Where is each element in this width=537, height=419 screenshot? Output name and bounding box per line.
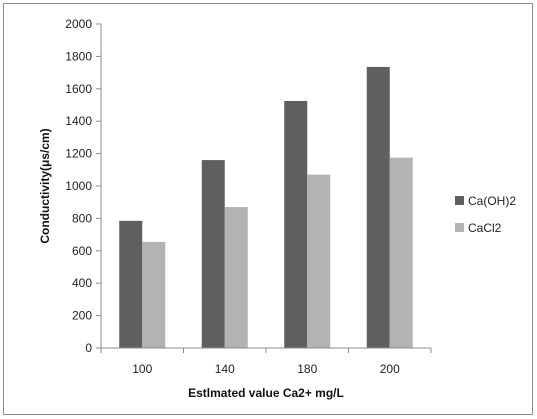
- bars: [119, 66, 413, 349]
- y-axis-title: Conductivity(μs/cm): [38, 128, 52, 243]
- y-tick-label: 1400: [65, 114, 92, 128]
- x-axis-title: Estlmated value Ca2+ mg/L: [188, 386, 344, 400]
- y-tick-label: 0: [85, 341, 92, 355]
- x-tick-label: 140: [215, 362, 235, 376]
- y-tick-label: 200: [72, 309, 92, 323]
- x-tick-label: 200: [380, 362, 400, 376]
- y-tick-label: 1800: [65, 49, 92, 63]
- x-tick-label: 180: [297, 362, 317, 376]
- legend-label: Ca(OH)2: [468, 194, 516, 208]
- chart-frame: [3, 3, 533, 415]
- y-tick-label: 2000: [65, 17, 92, 31]
- y-axis-ticks: 0 200 400 600 800 1000 1200 1400 1600 1800 2000: [65, 17, 101, 355]
- bar-cacl2-140: [224, 207, 248, 348]
- bar-cacl2-180: [307, 174, 331, 348]
- y-tick-label: 1200: [65, 147, 92, 161]
- bar-cacl2-200: [389, 157, 413, 348]
- bar-cacl2-100: [142, 241, 166, 348]
- y-tick-label: 800: [72, 211, 92, 225]
- bar-ca-oh-2-200: [366, 66, 390, 349]
- legend: Ca(OH)2 CaCl2: [455, 194, 516, 235]
- bar-ca-oh-2-180: [284, 100, 308, 348]
- y-tick-label: 400: [72, 276, 92, 290]
- bar-ca-oh-2-100: [119, 220, 143, 348]
- bar-ca-oh-2-140: [201, 160, 225, 348]
- y-tick-label: 1000: [65, 179, 92, 193]
- legend-label: CaCl2: [468, 221, 502, 235]
- legend-swatch: [455, 196, 464, 205]
- x-axis-ticks: 100 140 180 200: [100, 348, 432, 376]
- y-tick-label: 600: [72, 244, 92, 258]
- x-tick-label: 100: [132, 362, 152, 376]
- legend-swatch: [455, 223, 464, 232]
- y-tick-label: 1600: [65, 82, 92, 96]
